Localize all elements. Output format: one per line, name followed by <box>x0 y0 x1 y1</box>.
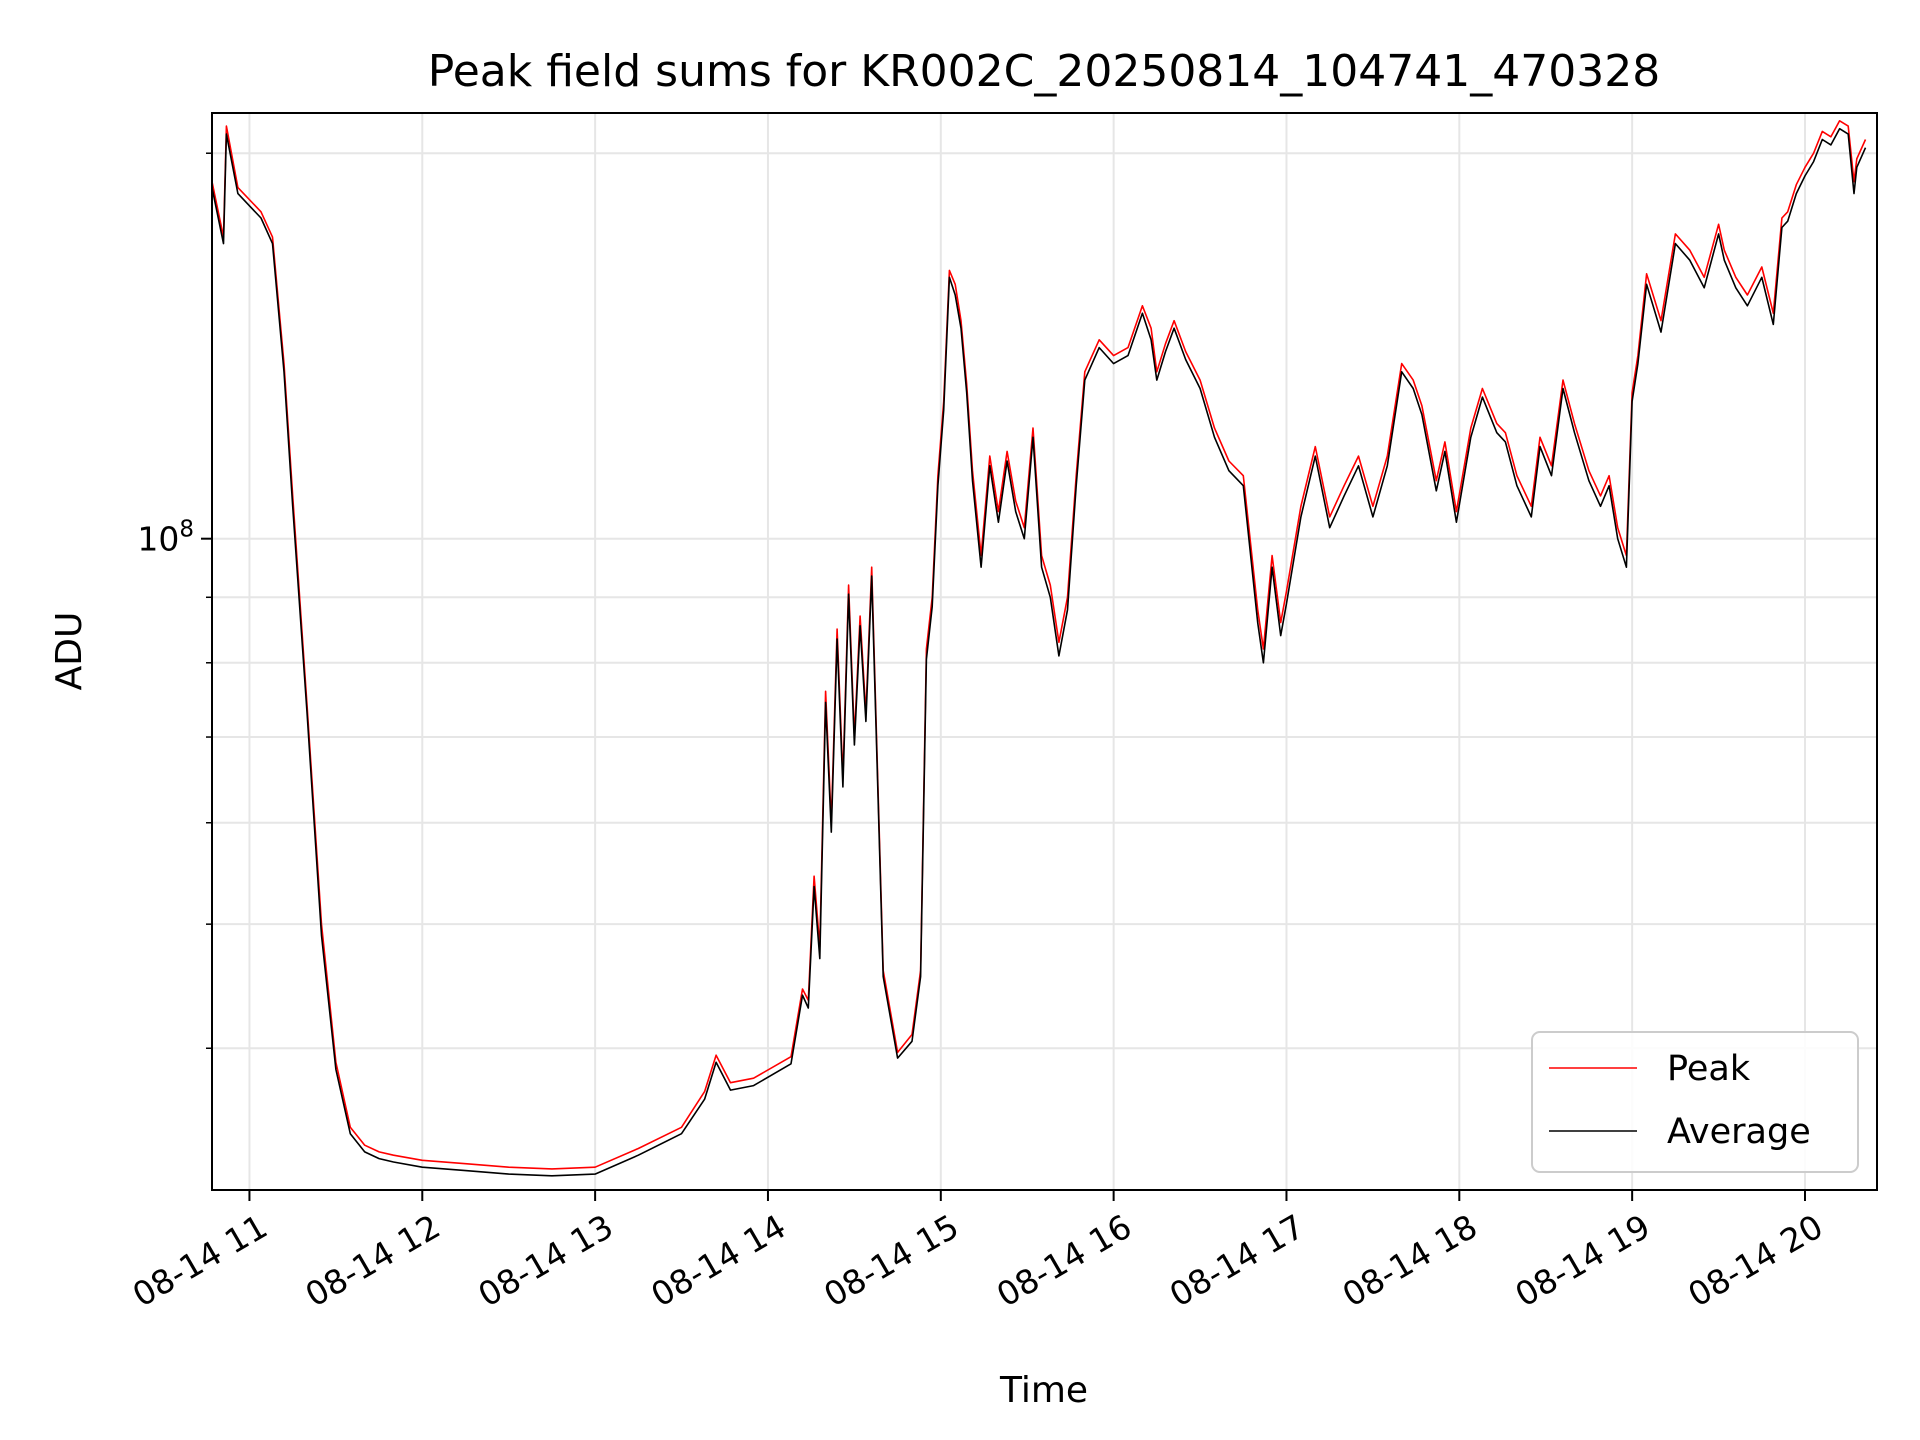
legend: Peak Average <box>1531 1031 1859 1173</box>
series-group <box>211 120 1867 1177</box>
plot-area-frame <box>211 112 1878 1191</box>
legend-label-average: Average <box>1667 1112 1811 1152</box>
chart-title: Peak field sums for KR002C_20250814_1047… <box>428 46 1660 97</box>
legend-label-peak: Peak <box>1667 1049 1751 1089</box>
series-line-peak <box>211 120 1867 1170</box>
y-axis-label: ADU <box>49 612 90 691</box>
series-line-average <box>211 127 1867 1177</box>
x-axis-label: Time <box>999 1370 1088 1411</box>
y-tick-label: 108 <box>137 517 194 559</box>
legend-box <box>1531 1031 1859 1173</box>
